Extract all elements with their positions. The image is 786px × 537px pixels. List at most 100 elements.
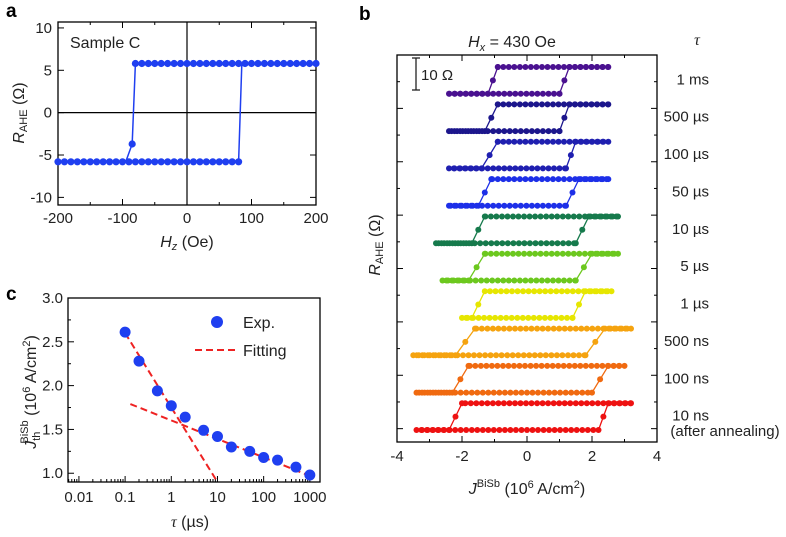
data-point-b — [498, 288, 504, 295]
x-tick-label-c: 100 — [251, 489, 276, 506]
data-point-b — [534, 325, 541, 332]
data-point-b — [527, 176, 534, 183]
data-point-b — [524, 427, 530, 433]
data-point-b — [457, 376, 464, 383]
data-point-b — [526, 240, 533, 247]
data-point-b — [528, 90, 535, 97]
data-point-b — [589, 400, 596, 407]
data-point-b — [484, 128, 491, 135]
data-point-b — [498, 352, 505, 359]
data-point-b — [451, 165, 458, 172]
data-point-b — [545, 128, 552, 135]
data-point-a — [286, 59, 294, 68]
data-point-b — [485, 427, 492, 433]
data-point-b — [544, 138, 551, 145]
data-point-b — [531, 352, 538, 359]
data-point-b — [509, 288, 515, 295]
data-point-b — [579, 389, 586, 396]
data-point-b — [473, 165, 480, 172]
data-point-b — [616, 400, 623, 407]
data-point-b — [551, 427, 558, 433]
data-point-b — [561, 77, 568, 84]
data-point-b — [500, 101, 507, 108]
data-point-b — [556, 202, 563, 209]
data-point-a — [144, 59, 152, 68]
data-point-b — [443, 352, 450, 359]
data-point-b — [457, 90, 464, 97]
data-point-b — [595, 427, 602, 433]
data-point-b — [446, 128, 452, 135]
x-tick-label-c: 1 — [167, 489, 175, 506]
data-point-b — [541, 314, 548, 321]
data-point-b — [495, 400, 502, 407]
data-point-b — [471, 240, 478, 247]
data-point-b — [503, 288, 510, 295]
data-point-b — [555, 101, 562, 108]
data-point-b — [497, 314, 504, 321]
data-point-b — [583, 138, 590, 145]
loop-line-ascending — [449, 178, 607, 207]
data-point-b — [512, 90, 519, 97]
panel-b-title: Hx = 430 Oe — [468, 34, 556, 54]
data-point-b — [602, 325, 608, 332]
data-point-a — [260, 59, 268, 68]
data-point-b — [490, 90, 497, 97]
data-point-b — [462, 128, 469, 135]
panel-b: Hx = 430 Oe τ 10 Ω (after annealing) JBi… — [367, 32, 780, 498]
data-point-b — [487, 288, 493, 295]
data-point-a — [157, 59, 165, 68]
data-point-b — [613, 213, 620, 220]
data-point-b — [527, 362, 534, 369]
data-point-b — [462, 202, 469, 209]
data-point-b — [512, 400, 518, 407]
data-point-b — [579, 427, 586, 433]
data-point-b — [490, 427, 497, 433]
data-point-a — [247, 59, 256, 68]
data-point-b — [510, 250, 516, 257]
y-tick-label-c: 1.0 — [42, 465, 63, 482]
data-point-b — [536, 288, 543, 295]
data-point-b — [576, 352, 582, 359]
x-axis-label-b: JBiSb (106 A/cm2) — [468, 478, 585, 498]
data-point-a — [293, 59, 301, 68]
data-point-b — [512, 202, 519, 209]
data-point-b — [494, 277, 501, 284]
data-point-b — [468, 128, 475, 135]
data-point-b — [437, 352, 444, 359]
data-point-b — [493, 352, 500, 359]
data-point-b — [592, 338, 599, 345]
data-point-b — [540, 389, 547, 396]
data-point-b — [562, 389, 569, 396]
data-point-b — [561, 114, 568, 121]
data-point-b — [593, 101, 600, 108]
data-point-b — [486, 152, 493, 159]
data-point-b — [610, 362, 617, 369]
data-point-c — [165, 400, 177, 412]
data-point-b — [510, 213, 516, 220]
data-point-b — [461, 277, 468, 284]
data-point-b — [465, 352, 472, 359]
data-point-b — [482, 352, 489, 359]
data-point-b — [439, 277, 446, 284]
data-point-b — [550, 400, 557, 407]
data-point-a — [131, 59, 139, 68]
tau-label: 50 µs — [672, 183, 709, 200]
data-point-b — [575, 288, 582, 295]
y-tick-label-c: 1.5 — [42, 421, 63, 438]
data-point-c — [258, 451, 270, 463]
panel-c: Exp. Fitting τ (µs) JthBiSb (106 A/cm2) … — [19, 290, 327, 531]
data-point-b — [522, 64, 529, 70]
x-tick-label-c: 10 — [209, 489, 226, 506]
data-point-b — [530, 314, 537, 321]
data-point-b — [514, 288, 521, 295]
data-point-b — [488, 176, 495, 183]
data-point-a — [144, 158, 152, 166]
data-point-b — [475, 226, 482, 233]
data-point-b — [493, 250, 500, 257]
data-point-b — [599, 101, 606, 108]
data-point-b — [488, 240, 495, 247]
data-point-b — [512, 389, 519, 396]
panel-a: Sample C Hz (Oe) RAHE (Ω) -200 -100 0 100 20… — [11, 20, 329, 253]
data-point-b — [507, 389, 514, 396]
data-point-a — [209, 158, 217, 166]
